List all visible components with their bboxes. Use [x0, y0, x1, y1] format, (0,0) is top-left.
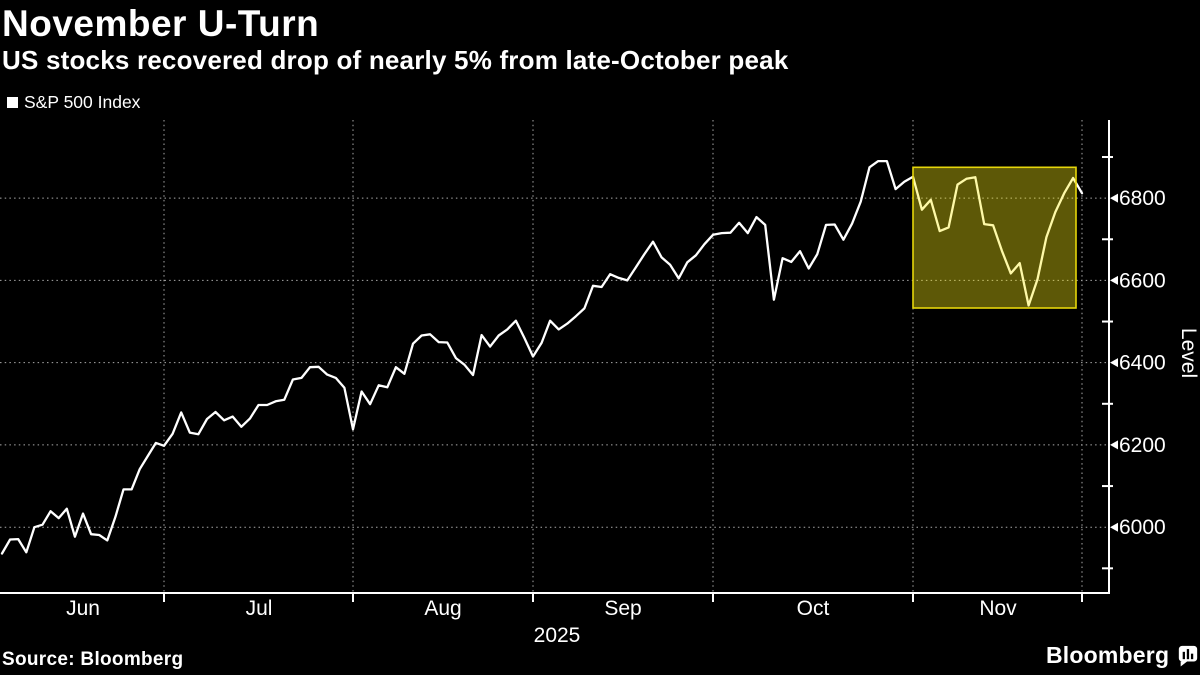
- x-month-label: Jul: [246, 597, 273, 620]
- y-tick-label: 6400: [1119, 352, 1166, 375]
- x-month-label: Aug: [424, 597, 461, 620]
- y-axis-title: Level: [1177, 328, 1200, 378]
- x-month-label: Jun: [66, 597, 100, 620]
- bloomberg-terminal-icon: [1177, 644, 1199, 667]
- x-month-label: Sep: [604, 597, 641, 620]
- x-month-label: Nov: [979, 597, 1017, 620]
- x-month-label: Oct: [797, 597, 830, 620]
- legend: S&P 500 Index: [7, 92, 140, 113]
- november-highlight-box: [912, 166, 1077, 309]
- legend-label: S&P 500 Index: [24, 92, 141, 112]
- sp500-price-line: [0, 159, 1084, 555]
- page-subtitle: US stocks recovered drop of nearly 5% fr…: [2, 45, 789, 75]
- bloomberg-wordmark: Bloomberg: [1046, 642, 1199, 669]
- y-tick-label: 6800: [1119, 187, 1166, 210]
- axes: 6000 6200 6400 6600 6800 Jun Jul Aug Sep Oct Nov: [0, 120, 1166, 620]
- x-axis-year-label: 2025: [534, 624, 581, 647]
- page-title: November U-Turn: [2, 3, 320, 44]
- y-tick-label: 6200: [1119, 434, 1166, 457]
- source-attribution: Source: Bloomberg: [2, 649, 184, 670]
- legend-square-icon: [7, 97, 18, 108]
- y-tick-label: 6600: [1119, 269, 1166, 292]
- y-tick-label: 6000: [1119, 516, 1166, 539]
- bloomberg-brand-label: Bloomberg: [1046, 642, 1170, 668]
